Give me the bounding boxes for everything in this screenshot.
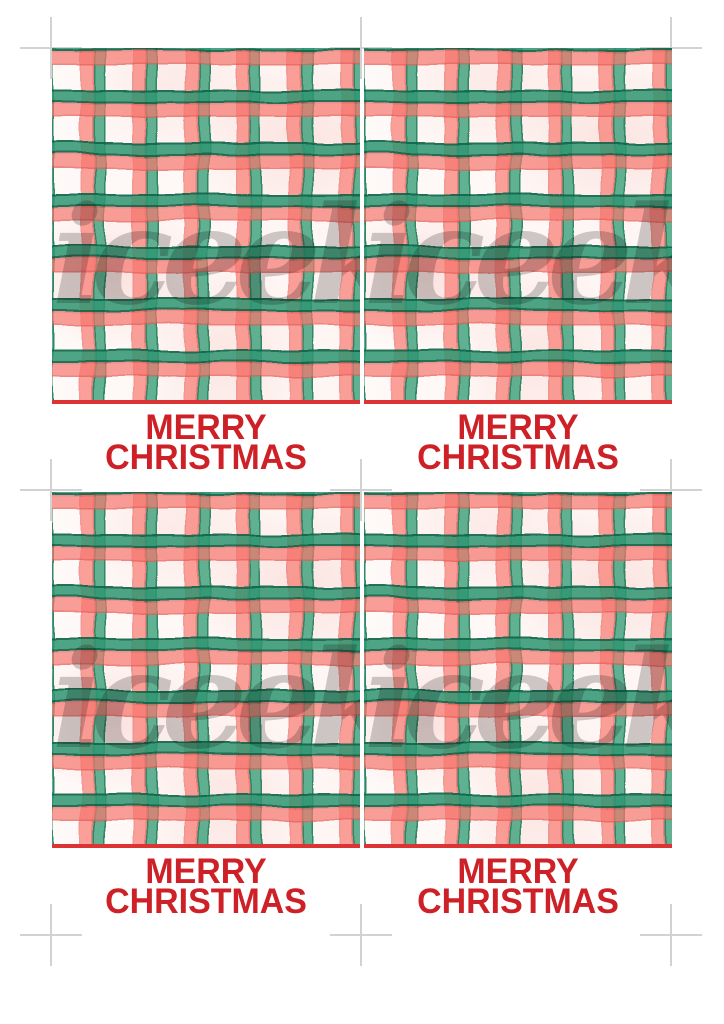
crop-mark-horizontal <box>640 934 702 936</box>
plaid-panel: iceek <box>52 492 360 848</box>
greeting-line-2: CHRISTMAS <box>417 882 619 921</box>
greeting-text: MERRY CHRISTMAS <box>364 408 672 477</box>
greeting-line-1: MERRY <box>145 852 267 891</box>
plaid-panel: iceek <box>52 48 360 404</box>
plaid-panel: iceek <box>364 48 672 404</box>
greeting-line-1: MERRY <box>457 852 579 891</box>
greeting-text: MERRY CHRISTMAS <box>52 408 360 477</box>
crop-mark-vertical <box>360 459 362 521</box>
greeting-text: MERRY CHRISTMAS <box>364 852 672 921</box>
christmas-card-bottom-right: iceek MERRY CHRISTMAS <box>364 492 672 934</box>
plaid-pattern <box>52 492 360 844</box>
greeting-line-1: MERRY <box>457 408 579 447</box>
greeting-text: MERRY CHRISTMAS <box>52 852 360 921</box>
christmas-card-top-right: iceek MERRY CHRISTMAS <box>364 48 672 490</box>
plaid-pattern <box>364 492 672 844</box>
plaid-pattern <box>364 48 672 400</box>
christmas-card-top-left: iceek MERRY CHRISTMAS <box>52 48 360 490</box>
greeting-line-2: CHRISTMAS <box>105 438 307 477</box>
greeting-line-2: CHRISTMAS <box>105 882 307 921</box>
greeting-line-1: MERRY <box>145 408 267 447</box>
greeting-line-2: CHRISTMAS <box>417 438 619 477</box>
crop-mark-vertical <box>360 17 362 79</box>
christmas-card-bottom-left: iceek MERRY CHRISTMAS <box>52 492 360 934</box>
crop-mark-vertical <box>360 904 362 966</box>
plaid-pattern <box>52 48 360 400</box>
plaid-panel: iceek <box>364 492 672 848</box>
crop-mark-horizontal <box>330 934 392 936</box>
crop-mark-horizontal <box>20 934 82 936</box>
